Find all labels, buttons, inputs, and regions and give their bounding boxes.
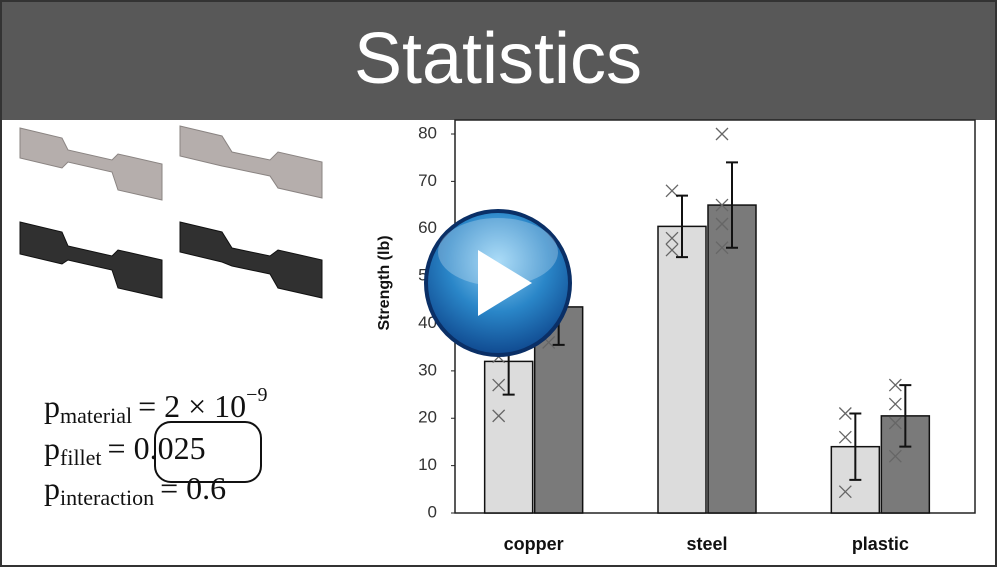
y-tick-label: 40 (418, 313, 437, 332)
data-point (715, 127, 729, 141)
data-point (665, 231, 679, 245)
y-tick-label: 0 (428, 502, 437, 521)
data-point (715, 241, 729, 255)
data-point (492, 409, 506, 423)
data-point (888, 397, 902, 411)
error-bar (899, 384, 912, 448)
data-point (888, 449, 902, 463)
x-tick-label: copper (504, 534, 564, 554)
data-point (838, 407, 852, 420)
data-point (888, 378, 902, 392)
x-tick-label: steel (686, 534, 727, 554)
error-bar (726, 161, 738, 249)
data-point (838, 430, 852, 444)
y-axis-label: Strength (lb) (376, 235, 393, 330)
error-bar (849, 412, 862, 481)
y-tick-label: 30 (418, 360, 437, 379)
y-tick-label: 70 (418, 171, 437, 190)
formula: pfillet = 0.025 (44, 430, 206, 470)
play-button[interactable] (424, 209, 572, 357)
header-bar (2, 2, 995, 120)
y-tick-label: 80 (418, 123, 437, 142)
bar (707, 204, 757, 514)
data-point (888, 416, 902, 430)
error-bar (676, 194, 688, 259)
data-point (715, 198, 729, 212)
highlight-circle (154, 421, 262, 483)
data-point (492, 378, 506, 392)
y-tick-label: 60 (418, 218, 437, 237)
data-point (715, 217, 729, 231)
header-title: Statistics (354, 19, 642, 99)
data-point (838, 485, 852, 499)
x-tick-label: plastic (852, 534, 909, 554)
y-tick-label: 20 (418, 408, 437, 427)
formula: pinteraction = 0.6 (44, 470, 226, 510)
bar (657, 225, 707, 514)
y-tick-label: 10 (418, 455, 437, 474)
formula: pmaterial = 2 × 10−9 (44, 384, 267, 428)
data-point (665, 243, 679, 257)
parts-illustration (19, 125, 323, 299)
